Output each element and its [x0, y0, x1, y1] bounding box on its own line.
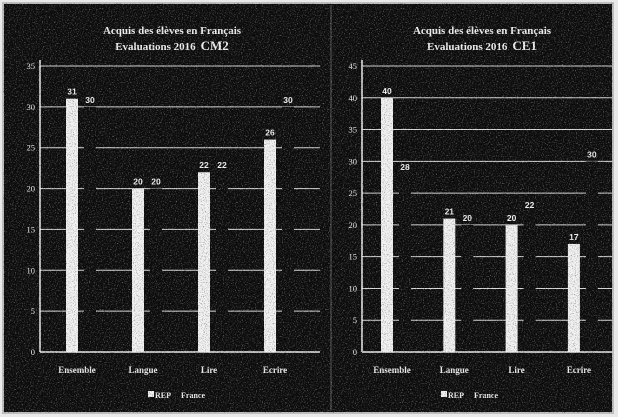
- data-label-series-1-langue: 21: [445, 207, 455, 217]
- bar-series-2-lire: [216, 172, 228, 352]
- legend-swatch-series-1: [148, 391, 154, 397]
- bar-series-2-ecrire: [585, 161, 598, 352]
- bar-series-2-ensemble: [399, 174, 411, 352]
- y-tick-label: 25: [27, 143, 36, 153]
- data-label-series-1-langue: 20: [133, 177, 143, 187]
- legend-label-series-1: REP: [155, 391, 171, 400]
- chart-subtitle: Evaluations 2016: [427, 41, 508, 53]
- data-label-series-1-ecrire: 17: [569, 232, 579, 242]
- bar-series-1-lire: [198, 172, 210, 352]
- data-label-series-2-lire: 22: [217, 160, 227, 170]
- legend-swatch-series-2: [172, 391, 178, 397]
- y-tick-label: 35: [27, 61, 36, 71]
- bar-series-1-ensemble: [381, 97, 393, 353]
- chart-subtitle-line: Evaluations 2016 CE1: [427, 38, 537, 53]
- category-label-lire: Lire: [508, 365, 524, 375]
- y-tick-label: 10: [349, 283, 358, 293]
- bar-series-1-langue: [443, 218, 456, 352]
- category-label-ecrire: Ecrire: [263, 365, 287, 375]
- data-label-series-2-langue: 20: [151, 177, 161, 187]
- y-tick-label: 40: [349, 93, 358, 103]
- legend-label-series-1: REP: [448, 391, 464, 400]
- bar-series-1-lire: [505, 224, 518, 352]
- bar-series-1-ecrire: [567, 243, 580, 352]
- y-tick-label: 5: [353, 315, 357, 325]
- bar-series-1-ecrire: [264, 139, 276, 352]
- y-tick-label: 35: [349, 125, 358, 135]
- bar-series-2-ensemble: [84, 106, 96, 352]
- data-label-series-1-ecrire: 26: [265, 128, 275, 138]
- bar-series-2-lire: [523, 212, 536, 352]
- data-label-series-2-ecrire: 30: [283, 95, 293, 105]
- data-label-series-1-ensemble: 40: [382, 86, 392, 96]
- chart-subtitle-line: Evaluations 2016 CM2: [115, 38, 229, 53]
- y-tick-label: 5: [31, 306, 35, 316]
- y-tick-label: 25: [349, 188, 358, 198]
- bar-series-2-langue: [461, 224, 474, 352]
- y-tick-label: 45: [349, 61, 358, 71]
- bar-series-1-langue: [132, 188, 144, 352]
- y-tick-label: 30: [349, 156, 358, 166]
- chart-title: Acquis des élèves en Français: [103, 25, 242, 37]
- data-label-series-1-lire: 22: [199, 160, 209, 170]
- chart-level: CM2: [201, 38, 229, 53]
- data-label-series-2-ensemble: 30: [85, 95, 95, 105]
- y-tick-label: 30: [27, 102, 36, 112]
- category-label-ensemble: Ensemble: [58, 365, 96, 375]
- category-label-langue: Langue: [440, 365, 469, 375]
- legend-label-series-2: France: [181, 391, 205, 400]
- data-label-series-2-langue: 20: [463, 213, 473, 223]
- category-label-lire: Lire: [201, 365, 217, 375]
- category-label-ecrire: Ecrire: [567, 365, 591, 375]
- chart-subtitle: Evaluations 2016: [115, 41, 196, 53]
- category-label-langue: Langue: [128, 365, 157, 375]
- y-tick-label: 10: [27, 265, 36, 275]
- legend-label-series-2: France: [474, 391, 498, 400]
- y-tick-label: 15: [27, 224, 36, 234]
- data-label-series-2-ensemble: 28: [400, 162, 410, 172]
- y-tick-label: 20: [27, 184, 36, 194]
- legend-swatch-series-2: [465, 391, 471, 397]
- y-tick-label: 0: [31, 347, 35, 357]
- bar-series-2-langue: [150, 188, 162, 352]
- chart-title: Acquis des élèves en Français: [413, 25, 552, 37]
- data-label-series-2-lire: 22: [525, 200, 535, 210]
- y-tick-label: 15: [349, 252, 358, 262]
- category-label-ensemble: Ensemble: [373, 365, 411, 375]
- y-tick-label: 20: [349, 220, 358, 230]
- bar-series-1-ensemble: [66, 98, 78, 352]
- data-label-series-1-lire: 20: [507, 213, 517, 223]
- chart-level: CE1: [512, 38, 537, 53]
- bar-series-2-ecrire: [282, 106, 294, 352]
- data-label-series-1-ensemble: 31: [67, 87, 77, 97]
- y-tick-label: 0: [353, 347, 357, 357]
- data-label-series-2-ecrire: 30: [587, 149, 597, 159]
- legend-swatch-series-1: [441, 391, 447, 397]
